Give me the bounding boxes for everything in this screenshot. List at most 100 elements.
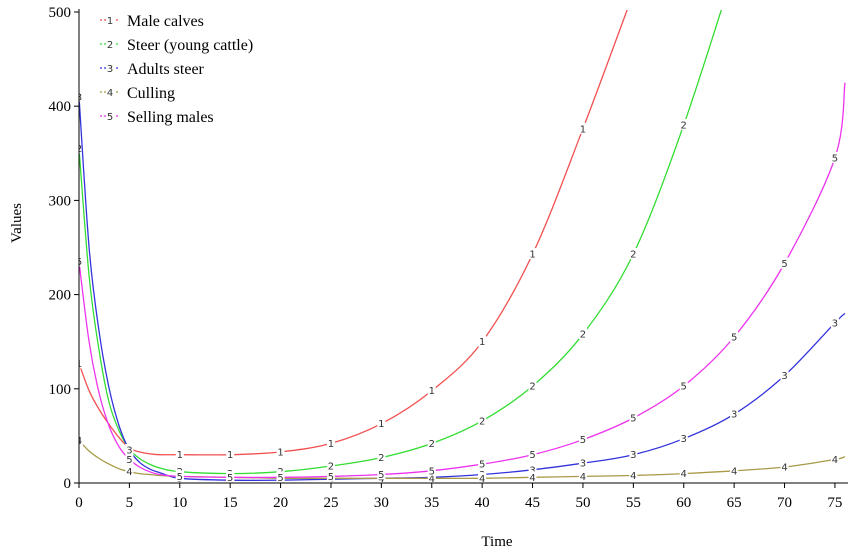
- series-marker-bg: [730, 464, 739, 476]
- series-marker-bg: [578, 433, 587, 445]
- legend-label: Culling: [127, 85, 175, 102]
- series-marker-bg: [125, 444, 134, 456]
- series-marker: 2: [76, 144, 82, 155]
- series-marker: 2: [378, 453, 384, 464]
- series-marker-bg: [528, 448, 537, 460]
- series-line: [79, 96, 846, 482]
- series-marker-bg: [528, 463, 537, 475]
- x-tick-label: 5: [126, 495, 134, 511]
- x-tick-label: 50: [575, 495, 590, 511]
- series-marker: 4: [429, 474, 435, 485]
- legend: 1 Male calves 2 Steer (young cattle) 3 Adults…: [94, 6, 254, 126]
- series-marker-bg: [780, 460, 789, 472]
- x-tick-label: 0: [75, 495, 83, 511]
- series-marker: 2: [429, 439, 435, 450]
- series-marker-bg: [326, 460, 335, 472]
- series-marker: 5: [529, 450, 535, 461]
- series-marker-bg: [326, 470, 335, 482]
- series-marker-bg: [780, 257, 789, 269]
- series-marker-bg: [578, 470, 587, 482]
- legend-marker: 2: [107, 40, 113, 51]
- series-marker: 3: [781, 371, 787, 382]
- legend-marker-bg: [106, 14, 114, 25]
- series-marker: 4: [580, 472, 586, 483]
- x-tick-label: 30: [374, 495, 389, 511]
- series-marker: 5: [580, 435, 586, 446]
- legend-item-3: 3 Adults steer: [100, 61, 205, 78]
- series-marker: 5: [479, 460, 485, 471]
- x-axis-title: Time: [481, 534, 512, 550]
- series-marker-bg: [427, 464, 436, 476]
- series-marker: 2: [529, 381, 535, 392]
- y-axis-title: Values: [9, 203, 25, 243]
- series-marker-bg: [79, 434, 83, 446]
- y-tick-label: 300: [49, 193, 72, 209]
- series-marker-bg: [326, 437, 335, 449]
- series-marker-bg: [578, 457, 587, 469]
- series-marker: 5: [832, 154, 838, 165]
- series-marker-bg: [830, 453, 839, 465]
- series-marker-bg: [175, 470, 184, 482]
- series-marker-bg: [830, 316, 839, 328]
- series-marker: 3: [529, 465, 535, 476]
- legend-label: Steer (young cattle): [127, 37, 253, 54]
- series-marker-bg: [276, 465, 285, 477]
- y-tick-label: 100: [49, 382, 72, 398]
- legend-marker: 4: [107, 88, 113, 99]
- series-marker: 5: [277, 473, 283, 484]
- legend-marker: 3: [107, 64, 113, 75]
- series-marker-bg: [79, 255, 83, 267]
- series-line: [79, 440, 846, 479]
- series-marker: 5: [76, 257, 82, 268]
- series-marker: 4: [126, 467, 132, 478]
- series-marker: 3: [731, 410, 737, 421]
- series-marker: 3: [126, 446, 132, 457]
- legend-item-1: 1 Male calves: [100, 13, 204, 30]
- y-tick-label: 0: [64, 476, 72, 492]
- series-marker: 4: [479, 474, 485, 485]
- series-line: [79, 82, 846, 479]
- series-marker: 2: [630, 250, 636, 261]
- series-marker-bg: [528, 471, 537, 483]
- legend-item-5: 5 Selling males: [100, 109, 214, 126]
- series-marker: 4: [529, 473, 535, 484]
- series-marker: 5: [681, 381, 687, 392]
- series-marker: 3: [630, 450, 636, 461]
- series-marker-bg: [478, 472, 487, 483]
- legend-item-4: 4 Culling: [100, 85, 175, 102]
- series-marker-bg: [730, 408, 739, 420]
- series-marker: 1: [328, 439, 334, 450]
- x-tick-label: 20: [273, 495, 288, 511]
- legend-item-2: 2 Steer (young cattle): [100, 37, 253, 54]
- series-marker: 4: [832, 455, 838, 466]
- series-marker-bg: [780, 369, 789, 381]
- series-marker: 1: [529, 250, 535, 261]
- series-marker: 1: [429, 386, 435, 397]
- series-marker: 4: [630, 471, 636, 482]
- series-marker: 2: [328, 462, 334, 473]
- x-tick-label: 75: [827, 495, 842, 511]
- series-marker-bg: [679, 432, 688, 444]
- series-marker-bg: [478, 335, 487, 347]
- series-marker: 2: [681, 121, 687, 132]
- series-marker-bg: [276, 445, 285, 457]
- legend-marker-bg: [106, 86, 114, 97]
- legend-background: [94, 6, 254, 124]
- series-marker: 4: [76, 436, 82, 447]
- plot-area: 1111111111122222222222223333333333333333…: [76, 10, 846, 485]
- series-marker-bg: [79, 90, 83, 102]
- x-tick-label: 15: [223, 495, 238, 511]
- series-marker-bg: [679, 379, 688, 391]
- series-marker: 5: [429, 466, 435, 477]
- series-marker: 5: [630, 414, 636, 425]
- series-marker: 5: [177, 472, 183, 483]
- legend-marker: 1: [107, 16, 113, 27]
- legend-label: Adults steer: [127, 61, 205, 78]
- legend-label: Selling males: [127, 109, 214, 126]
- series-marker-bg: [830, 152, 839, 164]
- x-tick-label: 60: [676, 495, 691, 511]
- series-marker-bg: [125, 453, 134, 465]
- series-5: 5 5 5 5 5 5 5 5 5 5 5 5 5 5 5 5: [76, 82, 846, 484]
- legend-marker-bg: [106, 110, 114, 121]
- x-tick-label: 65: [727, 495, 742, 511]
